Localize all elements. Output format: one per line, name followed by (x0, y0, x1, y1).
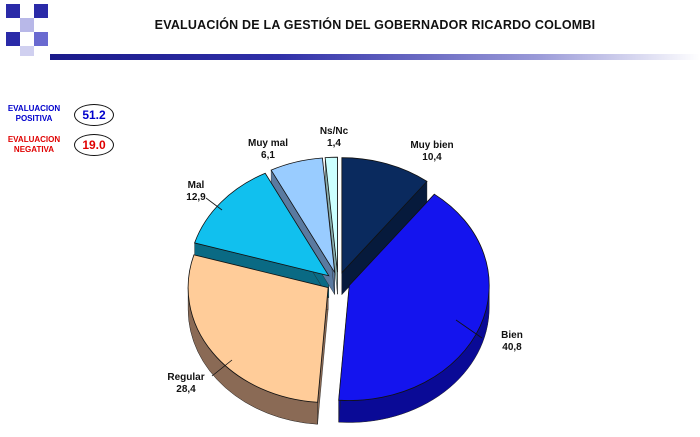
positive-eval-value: 51.2 (74, 104, 114, 126)
leader-line (205, 197, 223, 211)
slice-value-label: 12,9 (186, 192, 206, 203)
pie-slice-bien (338, 193, 490, 401)
slice-value-label: 1,4 (327, 138, 341, 149)
logo (6, 4, 62, 56)
positive-eval-label: EVALUACION POSITIVA (2, 104, 66, 124)
leader-line (455, 319, 483, 339)
negative-label-line1: EVALUACION (7, 135, 61, 144)
pie-slice-regular (187, 254, 329, 403)
slice-value-label: 10,4 (422, 152, 442, 163)
negative-label-line2: NEGATIVA (13, 145, 55, 154)
pie-slice-mal (194, 172, 330, 277)
negative-eval-label: EVALUACION NEGATIVA (2, 135, 66, 155)
positive-label-line2: POSITIVA (15, 114, 53, 123)
slice-value-label: 6,1 (261, 150, 275, 161)
slice-label: Mal (188, 180, 205, 191)
slice-label: Ns/Nc (320, 126, 349, 137)
slice-label: Bien (501, 330, 523, 341)
pie-slice-muy-mal (270, 157, 336, 273)
pie-slice-ns-nc (324, 156, 338, 273)
slice-label: Muy bien (410, 140, 453, 151)
title-underline (50, 54, 700, 60)
slice-value-label: 40,8 (502, 342, 522, 353)
slice-label: Regular (167, 372, 204, 383)
slice-label: Muy mal (248, 138, 288, 149)
page-title: EVALUACIÓN DE LA GESTIÓN DEL GOBERNADOR … (154, 18, 596, 32)
leader-line (211, 359, 233, 377)
pie-slice-muy-bien (341, 157, 428, 274)
pie-slices (187, 156, 490, 403)
slice-value-label: 28,4 (176, 384, 196, 395)
positive-label-line1: EVALUACION (7, 104, 61, 113)
negative-eval-value: 19.0 (74, 134, 114, 156)
